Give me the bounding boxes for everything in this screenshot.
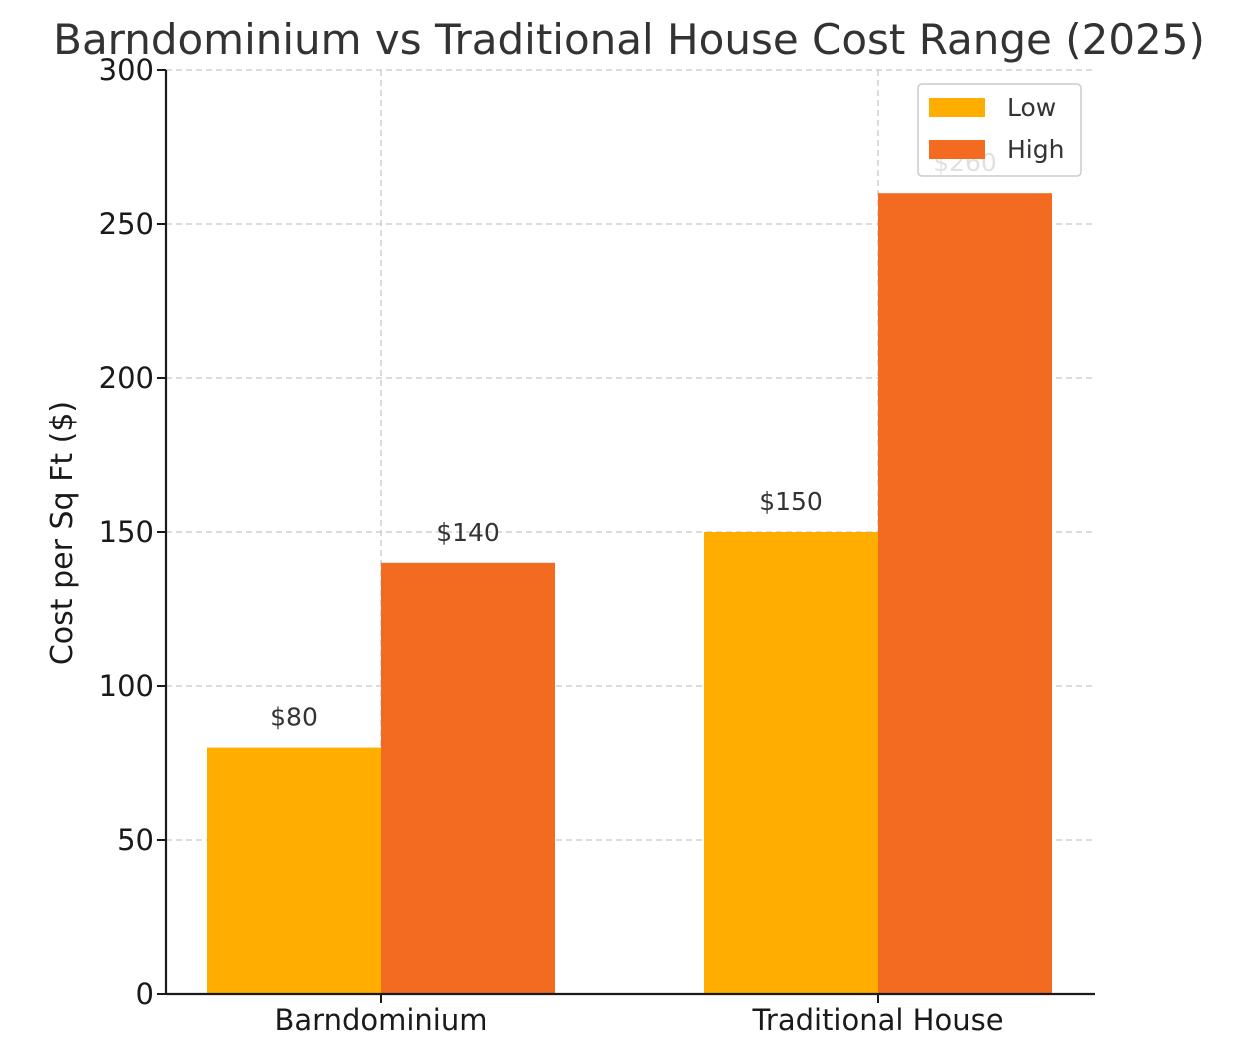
legend: Low High: [917, 83, 1082, 177]
x-tick-label: Traditional House: [751, 1003, 1003, 1037]
y-tick-label: 200: [99, 361, 154, 395]
grid: [166, 69, 1095, 994]
data-label: $150: [759, 487, 823, 516]
axes: 0 50 100 150 200 250 300 Barndominium Traditiona…: [99, 53, 1095, 1037]
bar-low-barndominium: [207, 747, 381, 994]
y-tick-label: 0: [136, 977, 154, 1011]
legend-swatch-low: [929, 98, 985, 117]
y-tick-label: 150: [99, 515, 154, 549]
y-tick-label: 250: [99, 207, 154, 241]
bar-low-traditional-house: [704, 532, 878, 994]
bar-high-barndominium: [381, 562, 555, 994]
y-tick-label: 50: [117, 823, 154, 857]
x-tick-label: Barndominium: [275, 1003, 488, 1037]
legend-label-high: High: [1007, 135, 1064, 164]
bars: [207, 193, 1052, 994]
y-tick-label: 100: [99, 669, 154, 703]
legend-label-low: Low: [1007, 93, 1056, 122]
bar-high-traditional-house: [878, 193, 1052, 994]
y-tick-label: 300: [99, 53, 154, 87]
data-label: $80: [270, 703, 318, 732]
chart-title: Barndominium vs Traditional House Cost R…: [53, 15, 1205, 64]
legend-swatch-high: [929, 140, 985, 159]
data-label: $140: [436, 518, 500, 547]
y-axis-label: Cost per Sq Ft ($): [45, 401, 80, 665]
